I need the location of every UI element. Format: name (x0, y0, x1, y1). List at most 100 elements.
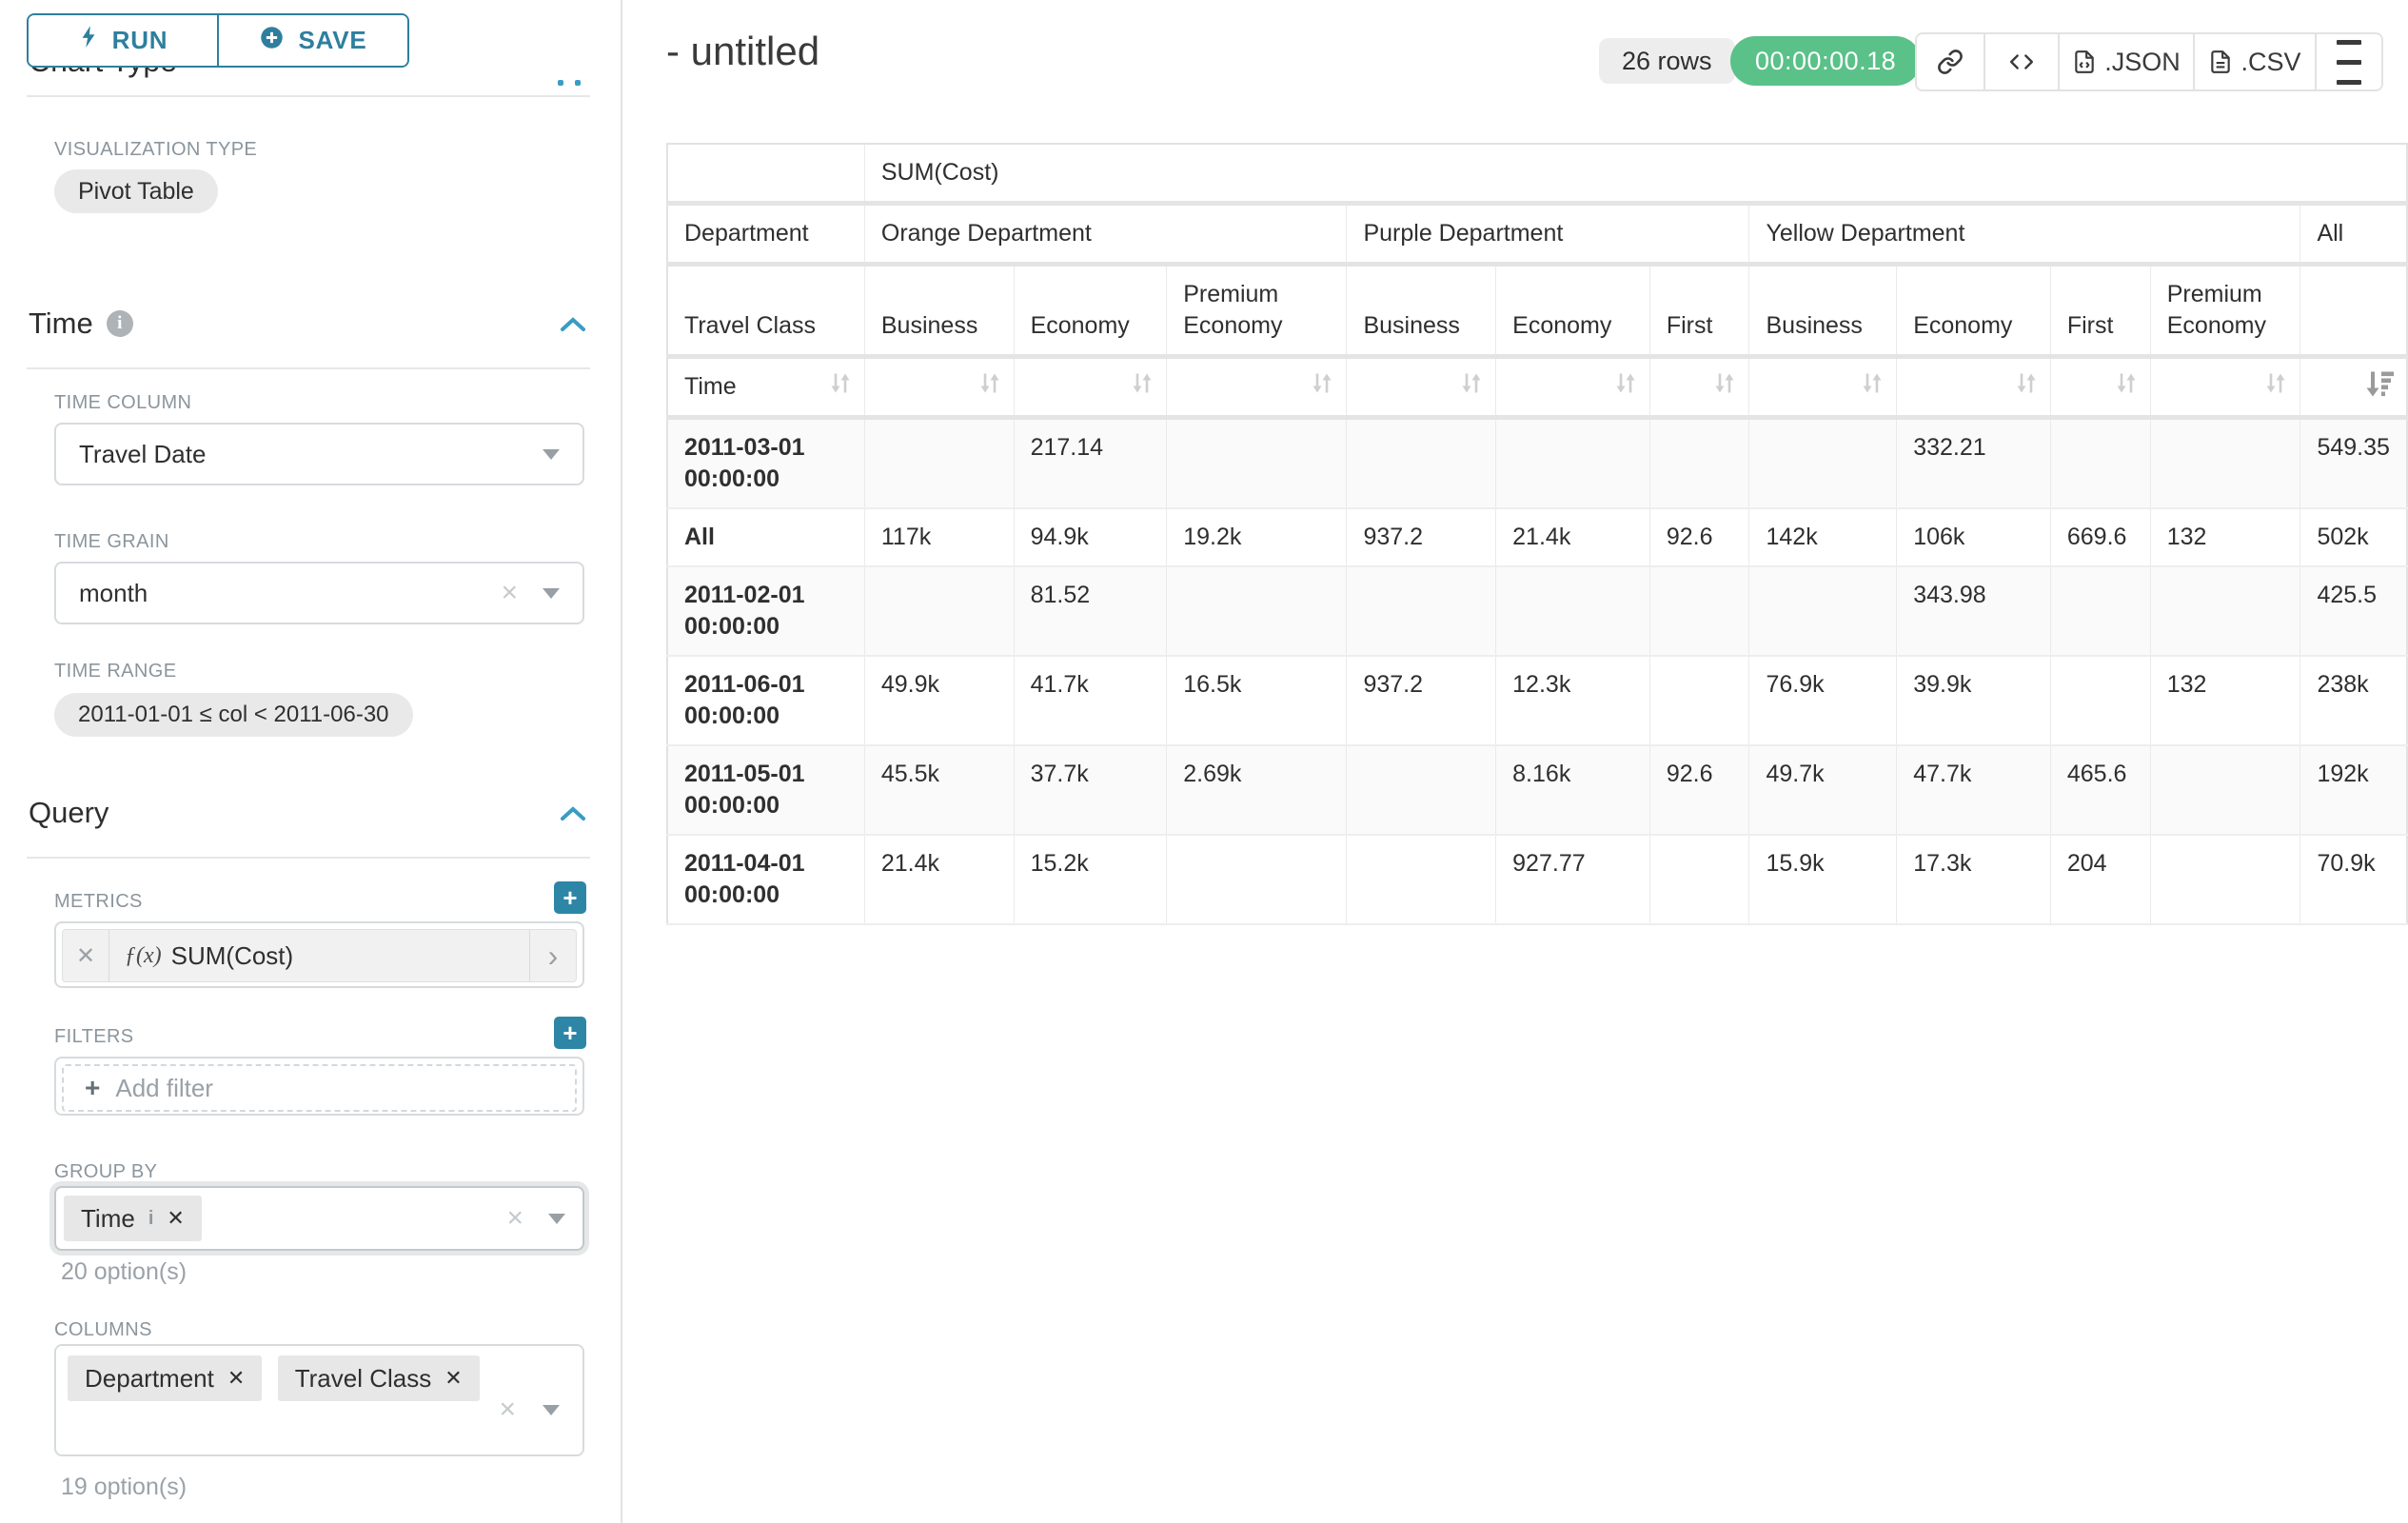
pivot-cell: 15.9k (1748, 835, 1897, 924)
pivot-cell: 204 (2049, 835, 2151, 924)
metric-name: SUM(Cost) (170, 940, 294, 970)
sort-header[interactable] (1896, 356, 2051, 418)
col-leaf-header: First (1648, 264, 1749, 357)
sort-header[interactable] (1648, 356, 1749, 418)
metrics-label: METRICS (54, 891, 143, 912)
sort-header[interactable] (1495, 356, 1650, 418)
add-metric-button[interactable]: + (554, 881, 586, 914)
col-leaf-header: Economy (1495, 264, 1650, 357)
sort-header[interactable] (1166, 356, 1347, 418)
clear-icon[interactable]: × (506, 1202, 523, 1234)
sort-icon (2263, 368, 2288, 405)
row-count-badge: 26 rows (1599, 38, 1735, 84)
time-collapse-chevron-icon[interactable] (560, 316, 586, 338)
group-by-select[interactable]: Time i ✕ × (54, 1186, 584, 1251)
group-by-helper: 20 option(s) (61, 1258, 188, 1285)
pivot-cell (2149, 566, 2300, 656)
pivot-cell: 17.3k (1896, 835, 2051, 924)
sort-header[interactable] (1748, 356, 1897, 418)
sort-header[interactable] (1346, 356, 1496, 418)
sort-header[interactable] (2149, 356, 2300, 418)
pivot-cell (1346, 745, 1496, 835)
remove-tag-icon[interactable]: ✕ (227, 1366, 246, 1390)
sort-header-time[interactable]: Time (667, 357, 864, 418)
col-leaf-header: Economy (1896, 264, 2051, 357)
tag-label: Travel Class (294, 1363, 432, 1393)
query-section-header: Query (29, 796, 109, 830)
pivot-cell: 94.9k (1013, 508, 1167, 566)
run-label: RUN (111, 26, 168, 54)
export-toolbar: .JSON .CSV (1915, 32, 2383, 91)
time-range-pill[interactable]: 2011-01-01 ≤ col < 2011-06-30 (54, 693, 413, 737)
file-code-icon (2075, 50, 2094, 73)
sort-header[interactable] (1013, 356, 1167, 418)
row-header: All (684, 524, 715, 550)
sort-icon (977, 368, 1002, 405)
time-column-select[interactable]: Travel Date (54, 423, 584, 485)
save-label: SAVE (298, 26, 367, 54)
clear-icon[interactable]: × (501, 577, 518, 608)
row-header: 2011-02-01 00:00:00 (667, 566, 865, 656)
pivot-cell (1346, 566, 1496, 656)
viz-type-label: VISUALIZATION TYPE (54, 139, 258, 160)
add-filter-plus-button[interactable]: + (554, 1017, 586, 1049)
divider (27, 367, 590, 369)
pivot-cell (1748, 566, 1897, 656)
group-by-tag-time[interactable]: Time i ✕ (64, 1196, 202, 1241)
chart-title[interactable]: - untitled (666, 29, 820, 73)
function-icon: ƒ(x) (125, 942, 162, 968)
pivot-cell: 142k (1748, 508, 1897, 566)
menu-button[interactable] (2315, 34, 2381, 89)
pivot-cell: 49.7k (1748, 745, 1897, 835)
pivot-cell (1648, 835, 1749, 924)
remove-tag-icon[interactable]: ✕ (167, 1206, 185, 1230)
viz-type-pill[interactable]: Pivot Table (54, 169, 218, 213)
sort-icon (1613, 368, 1638, 405)
pivot-cell: 92.6 (1648, 745, 1749, 835)
table-row: All 117k 94.9k 19.2k 937.2 21.4k 92.6 142k 106k 6… (667, 508, 2407, 566)
metric-pill[interactable]: ✕ ƒ(x) SUM(Cost) › (62, 929, 577, 982)
row-header: 2011-06-01 00:00:00 (684, 671, 805, 729)
sort-header[interactable] (2299, 356, 2407, 418)
run-button[interactable]: RUN (29, 15, 219, 66)
save-button[interactable]: SAVE (219, 15, 407, 66)
pivot-table: SUM(Cost) Department Orange Department Purp… (666, 143, 2408, 925)
query-collapse-chevron-icon[interactable] (560, 805, 586, 827)
chevron-right-icon[interactable]: › (529, 930, 576, 981)
pivot-cell: 117k (863, 508, 1015, 566)
columns-tag-department[interactable]: Department ✕ (68, 1355, 263, 1401)
table-row: 2011-04-01 00:00:00 21.4k 15.2k 927.77 15.9k… (667, 835, 2407, 924)
csv-export-button[interactable]: .CSV (2193, 34, 2315, 89)
sort-icon (828, 368, 853, 405)
pivot-cell: 76.9k (1748, 656, 1897, 745)
pivot-cell (1648, 656, 1749, 745)
pivot-corner (667, 144, 864, 204)
time-column-value: Travel Date (79, 439, 207, 468)
time-grain-select[interactable]: month × (54, 562, 584, 624)
pivot-cell: 8.16k (1495, 745, 1650, 835)
pivot-cell (2049, 417, 2151, 508)
remove-metric-icon[interactable]: ✕ (63, 930, 109, 981)
link-button[interactable] (1917, 34, 1984, 89)
file-text-icon (2211, 50, 2231, 73)
json-export-button[interactable]: .JSON (2058, 34, 2193, 89)
col-group-header: All (2299, 203, 2407, 265)
sort-header[interactable] (2049, 356, 2151, 418)
col-leaf-header: First (2049, 264, 2151, 357)
remove-tag-icon[interactable]: ✕ (444, 1366, 463, 1390)
chevron-down-icon (543, 448, 560, 460)
sort-header[interactable] (863, 356, 1015, 418)
col-leaf-header: Premium Economy (2149, 264, 2300, 357)
info-icon[interactable]: i (106, 310, 133, 337)
info-icon[interactable]: i (148, 1207, 154, 1229)
add-filter-button[interactable]: + Add filter (62, 1064, 577, 1112)
sort-icon (2014, 368, 2039, 405)
embed-code-button[interactable] (1984, 34, 2058, 89)
columns-tag-travel-class[interactable]: Travel Class ✕ (277, 1355, 480, 1401)
columns-select[interactable]: Department ✕ Travel Class ✕ × (54, 1344, 584, 1456)
pivot-cell (2049, 566, 2151, 656)
chevron-down-icon (543, 587, 560, 599)
clear-icon[interactable]: × (499, 1394, 516, 1425)
pivot-cell: 937.2 (1346, 508, 1496, 566)
pivot-cell: 16.5k (1166, 656, 1347, 745)
